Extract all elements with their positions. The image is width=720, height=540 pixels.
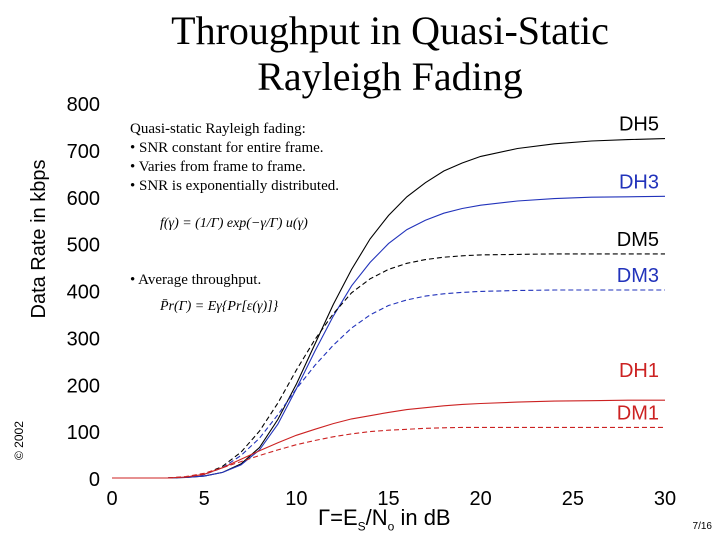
x-tick-label: 30 [654, 488, 676, 510]
annotation-box: Quasi-static Rayleigh fading: • SNR cons… [130, 120, 390, 233]
avg-formula: P̄r(Γ) = Eγ{Pr[ε(γ)]} [160, 299, 279, 314]
title-line-2: Rayleigh Fading [257, 54, 523, 99]
annotation-heading: Quasi-static Rayleigh fading: [130, 121, 306, 137]
annotation-box-2: • Average throughput. P̄r(Γ) = Eγ{Pr[ε(γ… [130, 272, 278, 315]
y-tick-label: 400 [67, 282, 100, 304]
curve-label-dh3: DH3 [619, 171, 659, 193]
curve-label-dh1: DH1 [619, 360, 659, 382]
curve-label-dm3: DM3 [617, 265, 659, 287]
x-tick-label: 15 [377, 488, 399, 510]
curve-label-dm1: DM1 [617, 402, 659, 424]
y-tick-label: 700 [67, 141, 100, 163]
annotation-bullet-avg: • Average throughput. [130, 272, 262, 288]
curve-label-dh5: DH5 [619, 114, 659, 136]
x-tick-label: 0 [106, 488, 117, 510]
x-tick-label: 5 [199, 488, 210, 510]
x-tick-label: 10 [285, 488, 307, 510]
annotation-bullet-3: • SNR is exponentially distributed. [130, 178, 339, 194]
series-line-dh3 [112, 195, 666, 479]
y-tick-label: 100 [67, 422, 100, 444]
x-axis-label: Γ=ES/No in dB [318, 505, 451, 533]
series-line-dm3 [112, 289, 665, 479]
series-line-dm1 [112, 426, 665, 479]
y-tick-label: 200 [67, 375, 100, 397]
curve-label-dm5: DM5 [617, 229, 659, 251]
y-tick-label: 0 [89, 469, 100, 491]
y-tick-label: 500 [67, 235, 100, 257]
series-line-dh1 [112, 399, 665, 479]
annotation-bullet-2: • Varies from frame to frame. [130, 159, 306, 175]
slide-title: Throughput in Quasi-Static Rayleigh Fadi… [150, 8, 630, 100]
x-axis-label-text: Γ=ES/No in dB [318, 505, 451, 534]
y-tick-label: 600 [67, 188, 100, 210]
pdf-formula: f(γ) = (1/Γ) exp(−γ/Γ) u(γ) [160, 216, 308, 231]
title-line-1: Throughput in Quasi-Static [171, 8, 609, 53]
x-tick-label: 20 [470, 488, 492, 510]
annotation-bullet-1: • SNR constant for entire frame. [130, 140, 324, 156]
x-tick-label: 25 [562, 488, 584, 510]
y-tick-label: 300 [67, 328, 100, 350]
slide-number: 7/16 [692, 521, 712, 532]
y-tick-label: 800 [67, 94, 100, 116]
